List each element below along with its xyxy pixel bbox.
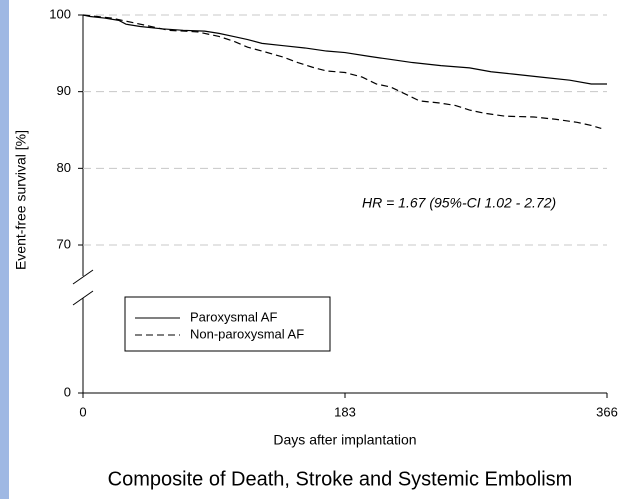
legend-box	[124, 296, 331, 352]
annotation: HR = 1.67 (95%-CI 1.02 - 2.72)	[362, 195, 556, 211]
x-tick-label: 183	[334, 404, 356, 419]
axis-break	[72, 269, 94, 285]
side-strip	[0, 0, 9, 499]
legend-label: Paroxysmal AF	[190, 309, 277, 324]
y-axis-label: Event-free survival [%]	[13, 130, 29, 270]
y-tick-label: 70	[57, 236, 71, 251]
x-axis-label: Days after implantation	[273, 432, 416, 448]
chart-title: Composite of Death, Stroke and Systemic …	[108, 468, 573, 490]
series-line	[82, 14, 607, 85]
y-tick-label: 100	[49, 6, 71, 21]
x-tick-label: 0	[79, 404, 86, 419]
series-line	[82, 14, 602, 130]
x-tick-label: 366	[596, 404, 618, 419]
axis-break	[72, 290, 94, 306]
y-tick-label: 90	[57, 83, 71, 98]
y-tick-label: 80	[57, 160, 71, 175]
y-tick-label: 0	[64, 384, 71, 399]
legend-label: Non-paroxysmal AF	[190, 326, 304, 341]
